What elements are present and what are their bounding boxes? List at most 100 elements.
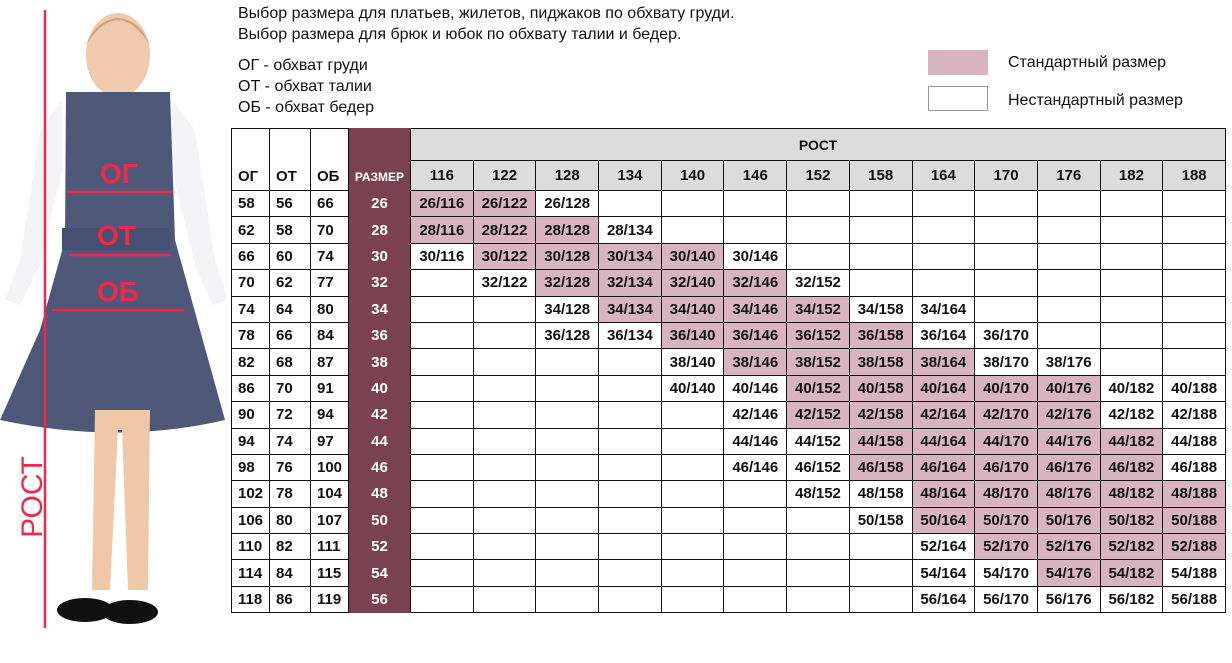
standard-size-cell: 50/188 xyxy=(1162,506,1226,535)
standard-size-cell: 52/170 xyxy=(974,533,1038,561)
size-cell xyxy=(472,533,537,561)
size-cell xyxy=(660,533,725,561)
size-cell: 46/188 xyxy=(1162,453,1226,482)
chest-value: 110 xyxy=(231,533,270,561)
size-cell xyxy=(535,533,600,561)
size-cell xyxy=(723,585,788,614)
size-cell xyxy=(472,453,537,482)
size-cell xyxy=(472,585,537,614)
waist-value: 70 xyxy=(269,374,311,403)
size-cell: 34/158 xyxy=(848,295,913,323)
size-cell: 42/188 xyxy=(1162,401,1226,429)
waist-value: 84 xyxy=(269,559,311,587)
size-cell xyxy=(723,480,788,508)
standard-size-cell: 34/140 xyxy=(660,295,725,323)
standard-size-cell: 42/164 xyxy=(911,401,976,429)
size-value: 56 xyxy=(348,585,411,614)
legend-nonstandard-label: Нестандартный размер xyxy=(1008,92,1183,109)
size-cell xyxy=(535,559,600,587)
size-value: 52 xyxy=(348,533,411,561)
size-cell xyxy=(974,216,1038,244)
waist-value: 64 xyxy=(269,295,311,323)
size-cell xyxy=(786,216,850,244)
standard-size-cell: 52/182 xyxy=(1099,533,1164,561)
size-cell xyxy=(911,189,976,218)
size-table: ОГ ОТ ОБ РАЗМЕР РОСТ 116 122 128 134 140 146 1… xyxy=(231,128,1226,614)
standard-size-cell: 36/152 xyxy=(786,321,850,350)
size-cell xyxy=(410,401,474,429)
size-value: 44 xyxy=(348,427,411,455)
standard-size-cell: 28/116 xyxy=(410,216,474,244)
size-cell xyxy=(410,427,474,455)
abbr-chest: ОГ - обхват груди xyxy=(238,57,368,74)
size-cell xyxy=(598,533,662,561)
standard-size-cell: 30/140 xyxy=(660,242,725,271)
size-cell: 40/188 xyxy=(1162,374,1226,403)
size-cell xyxy=(410,533,474,561)
size-value: 48 xyxy=(348,480,411,508)
size-cell xyxy=(410,295,474,323)
height-column-128: 128 xyxy=(535,160,600,191)
standard-size-cell: 44/182 xyxy=(1099,427,1164,455)
standard-size-cell: 46/176 xyxy=(1036,453,1101,482)
size-cell xyxy=(598,453,662,482)
size-cell xyxy=(723,559,788,587)
legend-standard-swatch xyxy=(928,50,988,75)
girl-figure: ОГ ОТ ОБ РОСТ xyxy=(0,0,230,658)
size-cell xyxy=(598,374,662,403)
size-cell xyxy=(786,189,850,218)
size-value: 42 xyxy=(348,401,411,429)
standard-size-cell: 48/188 xyxy=(1162,480,1226,508)
hips-value: 70 xyxy=(310,216,349,244)
standard-size-cell: 42/170 xyxy=(974,401,1038,429)
header-chest: ОГ xyxy=(231,128,270,191)
size-cell xyxy=(786,559,850,587)
size-value: 36 xyxy=(348,321,411,350)
chest-value: 94 xyxy=(231,427,270,455)
size-cell xyxy=(598,559,662,587)
size-cell: 56/188 xyxy=(1162,585,1226,614)
size-cell xyxy=(598,427,662,455)
standard-size-cell: 32/146 xyxy=(723,269,788,297)
chest-value: 86 xyxy=(231,374,270,403)
size-cell xyxy=(1099,295,1164,323)
header-size: РАЗМЕР xyxy=(348,128,411,191)
size-cell xyxy=(974,242,1038,271)
size-cell xyxy=(472,321,537,350)
standard-size-cell: 36/146 xyxy=(723,321,788,350)
chest-value: 58 xyxy=(231,189,270,218)
standard-size-cell: 26/122 xyxy=(472,189,537,218)
size-cell xyxy=(723,533,788,561)
size-cell xyxy=(660,216,725,244)
girl-illustration xyxy=(0,10,228,628)
size-cell: 38/176 xyxy=(1036,348,1101,376)
table-row: 94 74 97 44 44/146 44/152 44/158 44/164 44/170 44… xyxy=(231,427,1226,455)
size-cell xyxy=(723,189,788,218)
size-cell: 42/182 xyxy=(1099,401,1164,429)
size-cell xyxy=(598,506,662,535)
size-cell: 32/122 xyxy=(472,269,537,297)
size-cell xyxy=(410,585,474,614)
size-cell xyxy=(410,348,474,376)
size-value: 30 xyxy=(348,242,411,271)
chest-value: 78 xyxy=(231,321,270,350)
legend-standard-label: Стандартный размер xyxy=(1008,54,1167,71)
table-row: 70 62 77 32 32/122 32/128 32/134 32/140 32/146 32… xyxy=(231,269,1226,297)
size-cell: 56/164 xyxy=(911,585,976,614)
size-cell: 56/170 xyxy=(974,585,1038,614)
size-cell: 40/182 xyxy=(1099,374,1164,403)
standard-size-cell: 42/176 xyxy=(1036,401,1101,429)
size-cell xyxy=(410,374,474,403)
size-cell xyxy=(1099,242,1164,271)
size-cell xyxy=(723,216,788,244)
size-cell xyxy=(660,427,725,455)
size-cell xyxy=(1099,348,1164,376)
intro-text: Выбор размера для платьев, жилетов, пидж… xyxy=(238,3,734,45)
size-cell xyxy=(786,242,850,271)
standard-size-cell: 48/182 xyxy=(1099,480,1164,508)
waist-value: 80 xyxy=(269,506,311,535)
size-cell: 44/152 xyxy=(786,427,850,455)
size-value: 34 xyxy=(348,295,411,323)
legend-nonstandard-swatch xyxy=(928,86,988,111)
hips-value: 66 xyxy=(310,189,349,218)
